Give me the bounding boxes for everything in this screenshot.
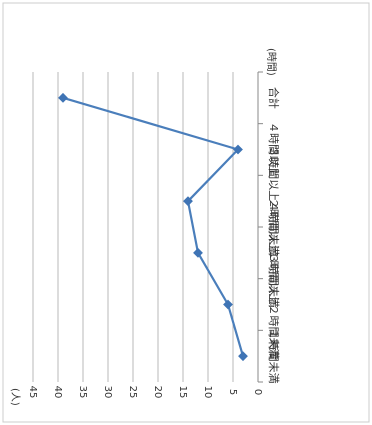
x-tick-label-1: １時間以上２時間未満	[267, 250, 280, 360]
data-point-5	[58, 92, 68, 103]
x-tick-label-5: 合計	[267, 87, 281, 109]
chart-border	[2, 2, 370, 423]
series-line-group	[58, 92, 248, 362]
y-tick-label-15: 15	[177, 386, 188, 399]
series-line-0	[62, 96, 245, 357]
y-unit-label: (人)	[9, 388, 21, 406]
y-tick-label-30: 30	[102, 386, 113, 399]
y-tick-label-5: 5	[227, 389, 238, 395]
x-tick-label-4: ４時間以上	[267, 122, 280, 177]
x-unit-label: (時間)	[265, 48, 277, 76]
x-tick-label-2: ２時間以上３時間未満	[267, 198, 280, 308]
data-point-1	[223, 299, 233, 310]
tick-labels: 0 5 10 15 20 25 30 35 40 45 １時間未満１時間以上２時間未満２時間以上３時…	[27, 87, 281, 399]
y-tick-label-20: 20	[152, 386, 163, 399]
grid-lines	[32, 72, 234, 382]
y-tick-label-0: 0	[252, 389, 263, 395]
x-tick-label-0: １時間未満	[267, 329, 280, 384]
y-tick-label-40: 40	[52, 386, 63, 399]
y-tick-label-45: 45	[27, 386, 38, 399]
data-point-4	[233, 144, 243, 155]
data-point-0	[238, 351, 248, 362]
x-tick-label-3: ３時間以上４時間未満	[267, 146, 280, 256]
axes	[257, 71, 263, 383]
y-tick-label-10: 10	[202, 386, 213, 399]
y-tick-label-35: 35	[77, 386, 88, 399]
data-point-2	[193, 247, 203, 258]
y-tick-label-25: 25	[127, 386, 138, 399]
data-point-3	[183, 196, 193, 207]
